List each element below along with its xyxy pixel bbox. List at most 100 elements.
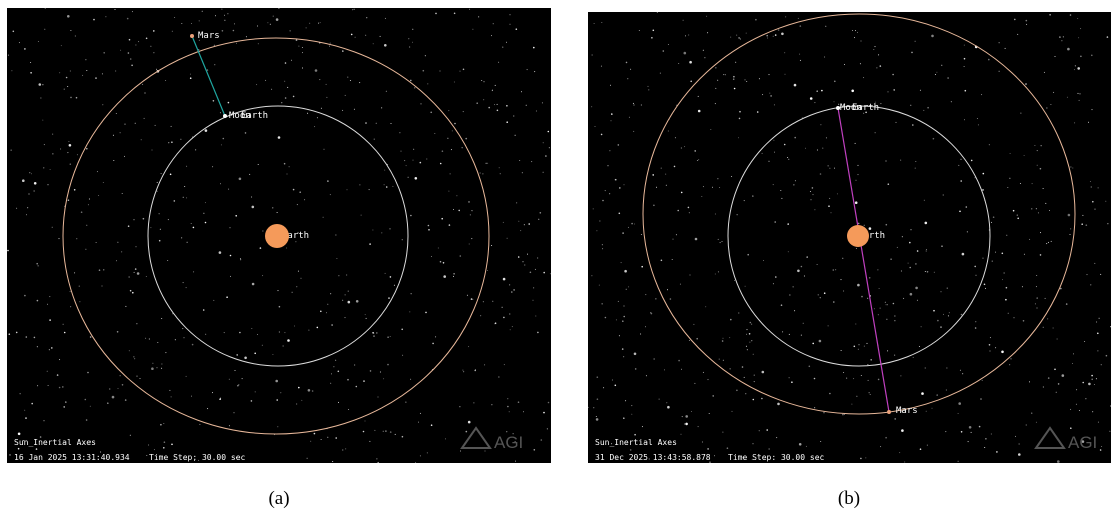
star	[924, 221, 928, 225]
star	[685, 415, 688, 418]
star	[540, 439, 543, 441]
star	[73, 189, 76, 191]
star	[1031, 412, 1033, 414]
star	[772, 35, 774, 37]
star	[96, 171, 98, 173]
star	[788, 333, 790, 335]
star	[704, 57, 706, 59]
star	[234, 23, 235, 25]
star	[297, 270, 299, 272]
star	[35, 448, 38, 450]
star	[292, 95, 295, 98]
star	[498, 61, 500, 63]
star	[756, 111, 759, 113]
star	[330, 293, 332, 295]
star	[995, 347, 997, 349]
star	[153, 449, 155, 451]
star	[527, 253, 528, 255]
star	[1025, 19, 1028, 22]
star	[506, 237, 508, 239]
star	[410, 214, 412, 217]
star	[204, 221, 207, 224]
star	[1001, 252, 1004, 255]
star	[602, 248, 604, 250]
star	[863, 77, 865, 79]
star	[830, 212, 832, 214]
star	[736, 34, 738, 36]
star	[198, 20, 200, 22]
star	[116, 260, 117, 262]
star	[277, 290, 279, 292]
star	[42, 84, 44, 86]
star	[846, 377, 848, 379]
star	[730, 318, 732, 321]
star	[901, 236, 903, 238]
star	[265, 79, 267, 81]
star	[1054, 56, 1056, 57]
star	[761, 152, 763, 154]
star	[822, 147, 824, 149]
star	[805, 445, 807, 447]
star	[600, 65, 602, 67]
star	[518, 220, 520, 222]
star	[867, 379, 869, 381]
star	[488, 106, 491, 109]
star	[428, 229, 430, 231]
star	[697, 426, 699, 428]
star	[709, 461, 711, 464]
star	[602, 199, 604, 202]
star	[134, 122, 136, 124]
star	[718, 358, 720, 360]
star	[960, 158, 962, 160]
star	[320, 310, 322, 313]
star	[302, 52, 303, 54]
star	[719, 242, 721, 244]
star	[364, 314, 366, 316]
star	[163, 441, 166, 444]
star	[746, 81, 748, 82]
star	[302, 67, 303, 69]
star	[47, 303, 48, 305]
star	[625, 288, 627, 290]
star	[257, 43, 259, 45]
star	[52, 153, 54, 155]
star	[755, 18, 757, 21]
star	[701, 196, 703, 197]
star	[409, 46, 411, 48]
star	[379, 35, 381, 37]
star	[736, 389, 738, 392]
star	[445, 438, 446, 440]
star	[261, 344, 263, 346]
star	[278, 305, 281, 308]
star	[251, 196, 253, 198]
star	[220, 183, 221, 185]
star	[405, 401, 407, 403]
star	[116, 331, 119, 333]
star	[603, 387, 605, 389]
star	[439, 162, 442, 165]
star	[813, 377, 816, 380]
star	[877, 378, 880, 381]
star	[284, 97, 287, 99]
star	[69, 70, 71, 72]
star	[592, 208, 594, 210]
star	[121, 251, 123, 253]
star	[219, 398, 221, 401]
star	[295, 39, 298, 41]
star	[960, 180, 962, 182]
star	[462, 369, 464, 371]
star	[25, 417, 27, 419]
star	[684, 146, 686, 148]
star	[959, 210, 961, 213]
star	[234, 370, 236, 371]
star	[714, 213, 716, 215]
star	[873, 49, 875, 50]
star	[892, 302, 895, 305]
star	[677, 209, 679, 212]
star	[868, 227, 872, 230]
star	[1036, 297, 1038, 299]
star	[707, 32, 709, 34]
star	[991, 260, 993, 262]
star	[296, 286, 298, 288]
star	[777, 402, 780, 406]
